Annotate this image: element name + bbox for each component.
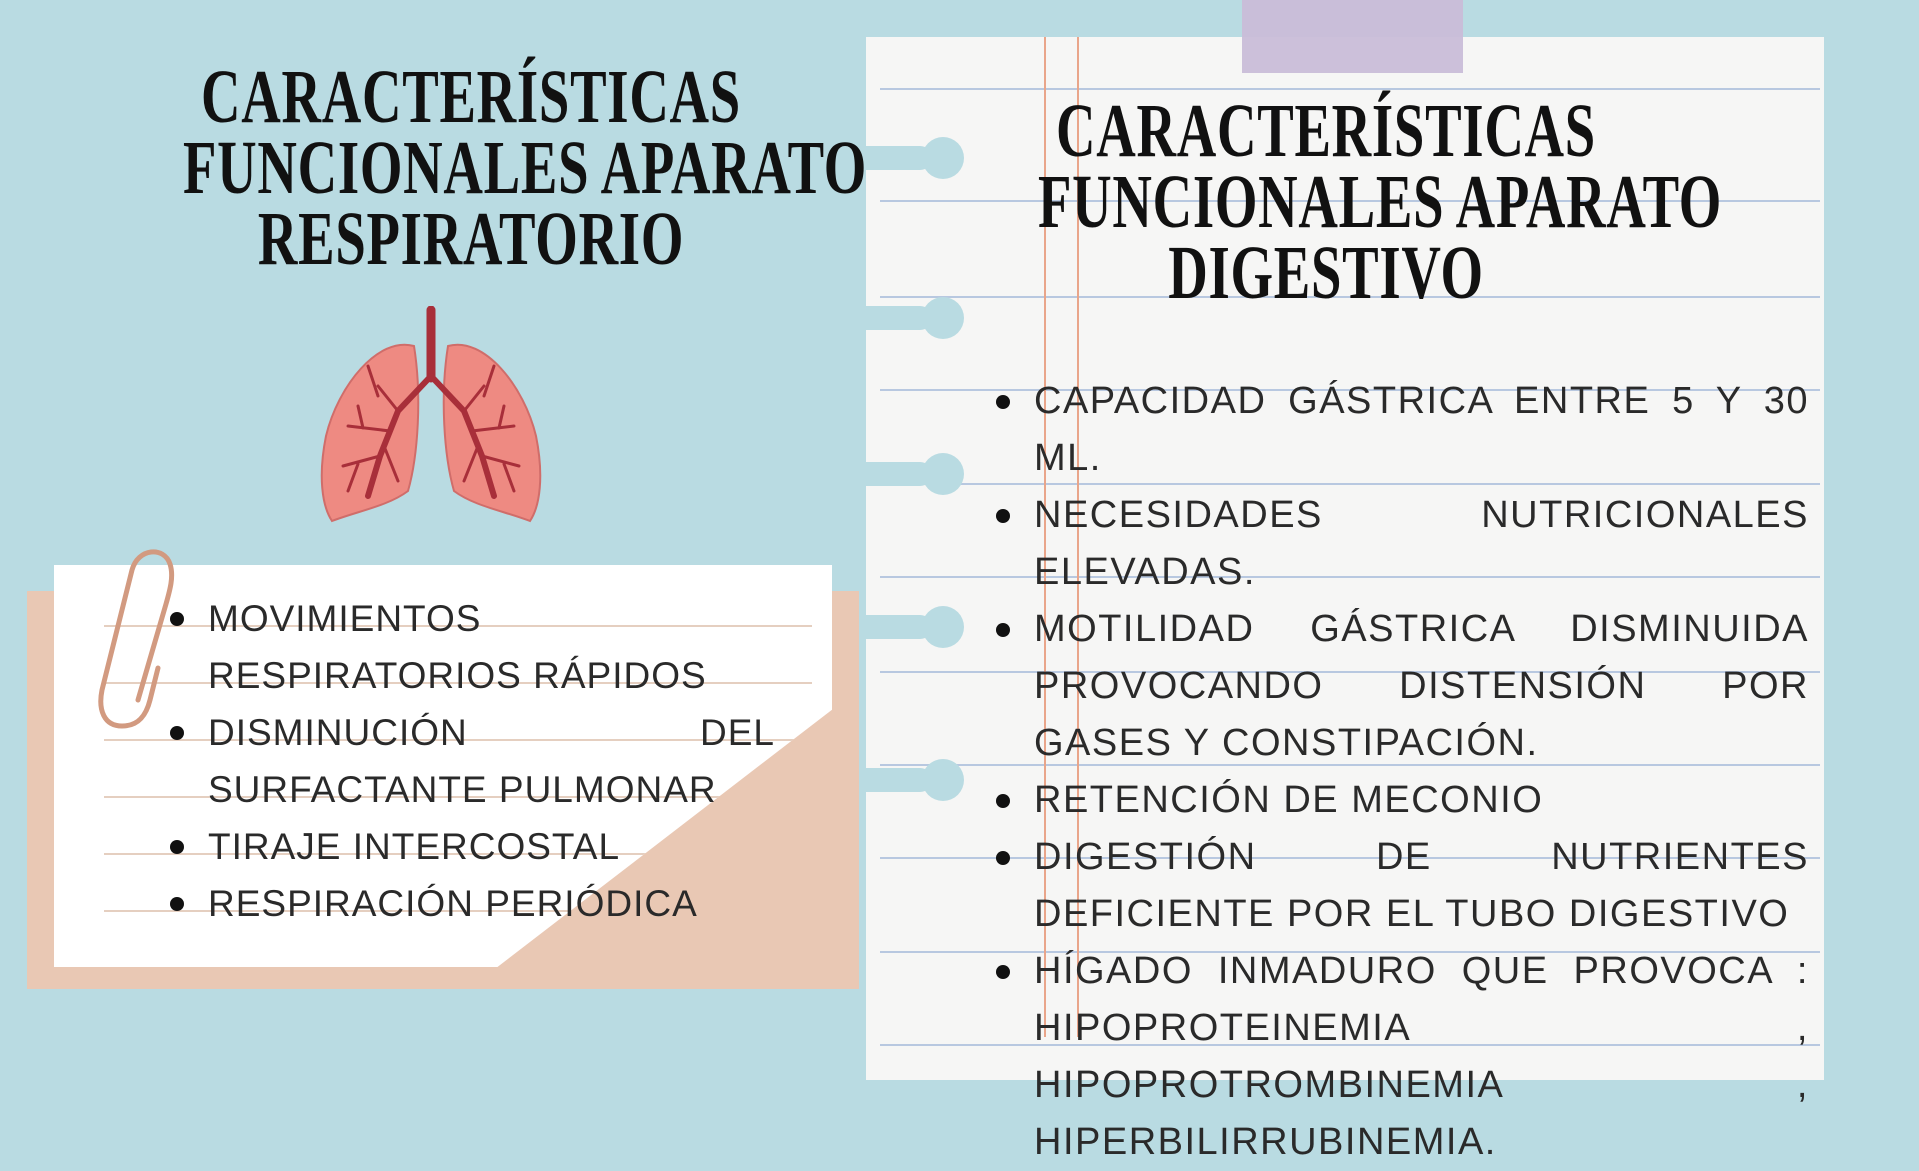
digestive-title: CARACTERÍSTICAS FUNCIONALES APARATO DIGE… bbox=[926, 89, 1726, 315]
list-item: TIRAJE INTERCOSTAL bbox=[170, 818, 775, 875]
ruled-line bbox=[880, 389, 1820, 391]
page-notch bbox=[862, 306, 932, 330]
list-item: MOTILIDAD GÁSTRICA DISMINUIDA PROVOCANDO… bbox=[996, 601, 1809, 772]
tape bbox=[1242, 0, 1463, 73]
ruled-line bbox=[880, 857, 1820, 859]
punch-hole bbox=[922, 606, 964, 648]
ruled-line bbox=[880, 483, 1820, 485]
notebook-page bbox=[866, 37, 1824, 1080]
ruled-line bbox=[880, 671, 1820, 673]
punch-hole bbox=[922, 137, 964, 179]
punch-hole bbox=[922, 759, 964, 801]
ruled-line bbox=[880, 951, 1820, 953]
title-line: DIGESTIVO bbox=[1168, 231, 1484, 315]
margin-line bbox=[1044, 37, 1046, 1037]
list-item: CAPACIDAD GÁSTRICA ENTRE 5 Y 30 ML. bbox=[996, 373, 1809, 487]
title-line: CARACTERÍSTICAS bbox=[1056, 89, 1596, 173]
page-notch bbox=[862, 615, 932, 639]
list-item: RESPIRACIÓN PERIÓDICA bbox=[170, 875, 775, 932]
respiratory-list: MOVIMIENTOS RESPIRATORIOS RÁPIDOS DISMIN… bbox=[170, 590, 775, 932]
punch-hole bbox=[922, 453, 964, 495]
title-line: RESPIRATORIO bbox=[257, 197, 685, 281]
title-line: FUNCIONALES APARATO bbox=[1038, 160, 1723, 244]
title-line: CARACTERÍSTICAS bbox=[201, 55, 741, 139]
ruled-line bbox=[880, 764, 1820, 766]
list-item: NECESIDADES NUTRICIONALES ELEVADAS. bbox=[996, 487, 1809, 601]
digestive-list: CAPACIDAD GÁSTRICA ENTRE 5 Y 30 ML. NECE… bbox=[996, 373, 1809, 1171]
lungs-icon bbox=[320, 306, 542, 523]
ruled-line bbox=[880, 88, 1820, 90]
list-item: HÍGADO INMADURO QUE PROVOCA : HIPOPROTEI… bbox=[996, 943, 1809, 1171]
respiratory-title: CARACTERÍSTICAS FUNCIONALES APARATO RESP… bbox=[71, 55, 871, 281]
list-item: DISMINUCIÓN DEL SURFACTANTE PULMONAR bbox=[170, 704, 775, 818]
margin-line bbox=[1077, 37, 1079, 1037]
list-item: MOVIMIENTOS RESPIRATORIOS RÁPIDOS bbox=[170, 590, 775, 704]
ruled-line bbox=[880, 200, 1820, 202]
ruled-line bbox=[880, 1044, 1820, 1046]
punch-hole bbox=[922, 297, 964, 339]
list-item: RETENCIÓN DE MECONIO bbox=[996, 772, 1809, 829]
page-notch bbox=[862, 768, 932, 792]
paperclip-icon bbox=[98, 549, 175, 729]
title-line: FUNCIONALES APARATO bbox=[183, 126, 868, 210]
page-notch bbox=[862, 462, 932, 486]
ruled-line bbox=[880, 576, 1820, 578]
ruled-line bbox=[880, 296, 1820, 298]
list-item: DIGESTIÓN DE NUTRIENTES DEFICIENTE POR E… bbox=[996, 829, 1809, 943]
page-notch bbox=[862, 146, 932, 170]
